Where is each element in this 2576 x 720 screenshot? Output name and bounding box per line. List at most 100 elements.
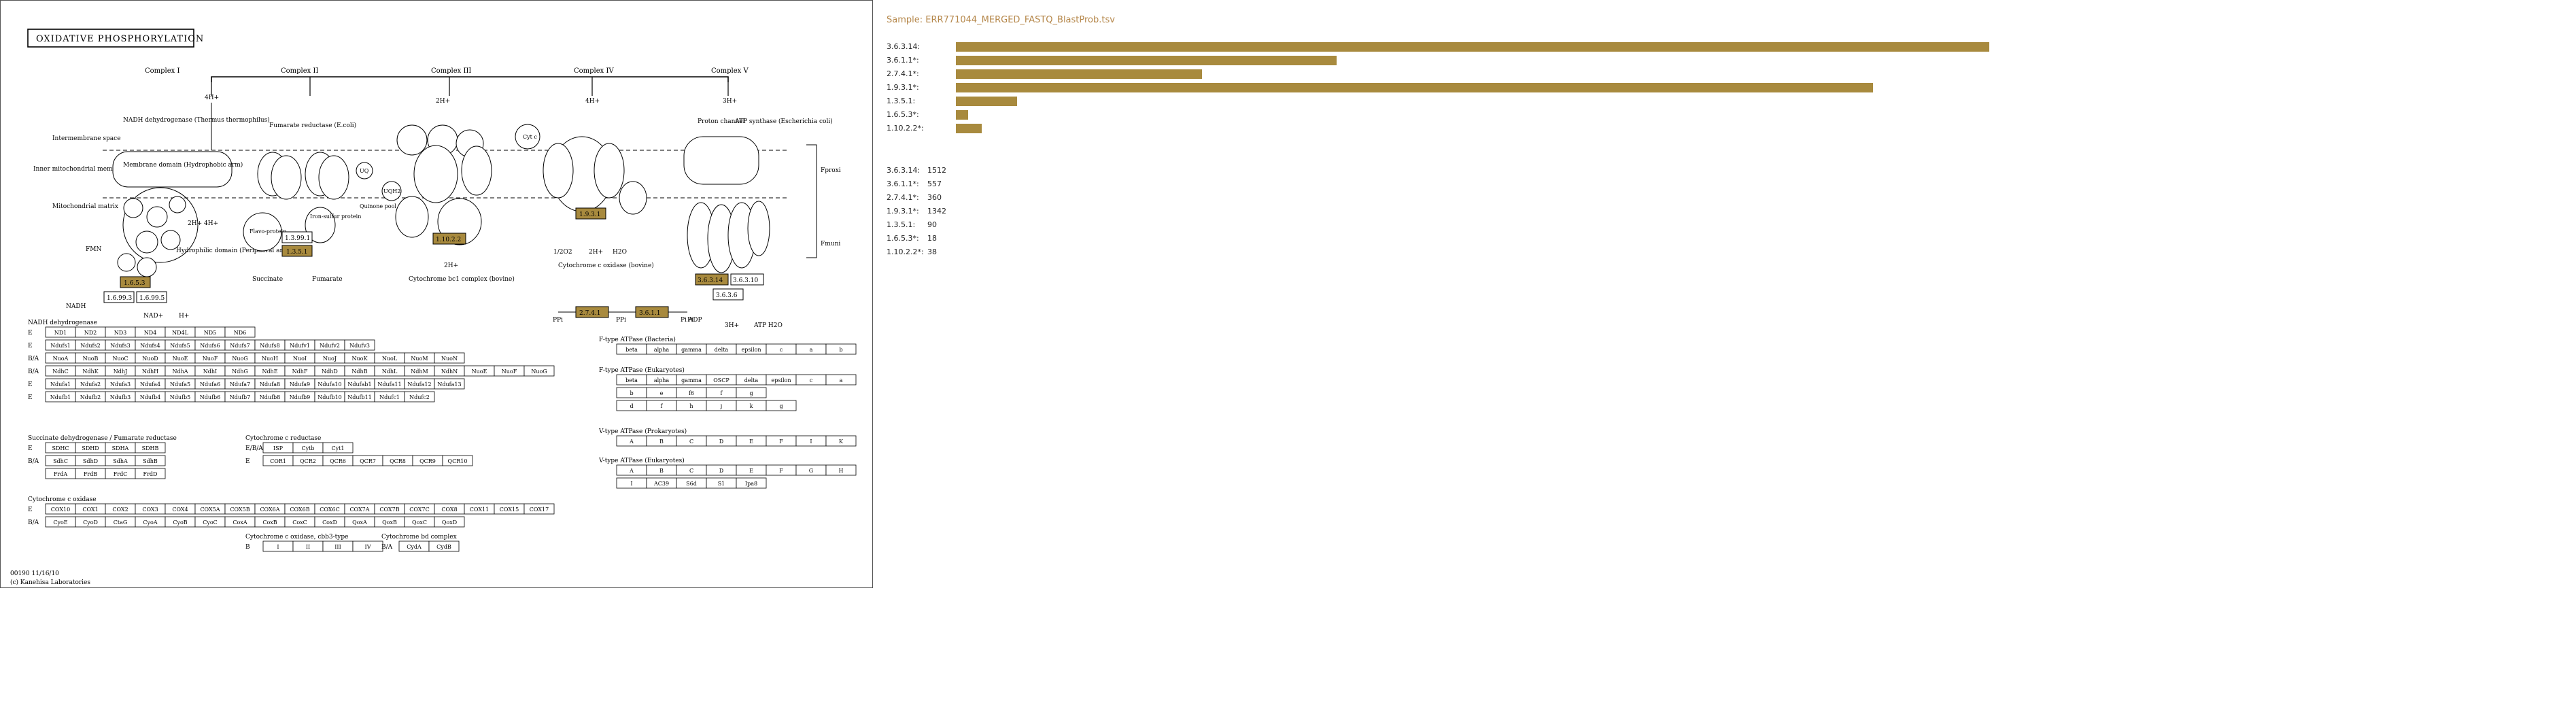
gene-cell-box[interactable] <box>135 442 166 453</box>
succinate-label: Succinate <box>252 276 283 283</box>
bar[interactable] <box>956 42 1989 52</box>
gene-cell: ISP <box>273 445 284 451</box>
bar[interactable] <box>956 56 1337 65</box>
gene-cell: ND6 <box>234 330 247 336</box>
nad-label: NAD+ <box>143 313 163 320</box>
gene-cell-box[interactable] <box>404 391 435 402</box>
gene-cell: IV <box>365 544 371 550</box>
ec-box-3-6-3-14[interactable] <box>695 273 729 286</box>
ec-box-1-6-5-3[interactable] <box>120 276 151 288</box>
gene-cell: Ndufs7 <box>230 343 250 349</box>
gene-cell: NuoN <box>441 356 458 362</box>
bar[interactable] <box>956 97 1017 106</box>
gene-cell-box[interactable] <box>434 378 465 390</box>
gene-cell: S1 <box>718 481 725 487</box>
ec-box-1-10-2-2[interactable] <box>432 233 466 245</box>
ec-label-1-3-5-1: 1.3.5.1 <box>286 249 308 256</box>
ec-box-1-3-5-1[interactable] <box>281 245 313 257</box>
count-row: 1.6.5.3*: 18 <box>887 234 937 243</box>
ec-label-3-6-3-14: 3.6.3.14 <box>698 277 723 284</box>
ec-box-1-6-99-5[interactable] <box>136 291 167 303</box>
gene-cell: COX6A <box>260 507 279 513</box>
ec-box-1-6-99-3[interactable] <box>103 291 135 303</box>
gene-cell-box[interactable] <box>135 455 166 466</box>
ec-label-3-6-3-10: 3.6.3.10 <box>733 277 758 284</box>
bar[interactable] <box>956 83 1873 92</box>
complex-iii-2h-plus: 2H+ <box>444 262 458 269</box>
gene-row-tag: B/A <box>28 368 39 375</box>
gene-cell: CyoA <box>143 519 157 526</box>
gene-cell-box[interactable] <box>344 339 375 351</box>
count-label: 1.9.3.1*: <box>887 207 919 216</box>
gene-row-tag: E <box>28 381 33 388</box>
gene-table-title: V-type ATPase (Prokaryotes) <box>598 428 687 435</box>
gene-cell-box[interactable] <box>825 374 857 385</box>
gene-cell: NuoJ <box>323 356 337 362</box>
gene-cell: Ndufa8 <box>260 381 280 388</box>
gene-cell-box[interactable] <box>523 503 555 515</box>
gene-cell: Ndufb8 <box>260 394 280 400</box>
gene-cell: Ndufa1 <box>50 381 71 388</box>
gene-cell: Ndufa3 <box>110 381 131 388</box>
gene-row-tag: E <box>28 330 33 337</box>
complex-label-i: Complex I <box>145 67 179 75</box>
map-footer-copyright: (c) Kanehisa Laboratories <box>10 579 90 586</box>
ec-box-1-9-3-1[interactable] <box>575 207 606 220</box>
gene-cell-box[interactable] <box>825 464 857 476</box>
gene-cell: Ndufb9 <box>290 394 310 400</box>
gene-cell-box[interactable] <box>428 541 460 552</box>
bar-label: 1.6.5.3*: <box>887 110 919 119</box>
gene-cell: alpha <box>654 377 670 383</box>
quinone-pool-label: Quinone pool <box>360 203 396 209</box>
gene-cell: QCR2 <box>300 458 316 464</box>
ec-box-3-6-3-10[interactable] <box>730 273 764 286</box>
gene-cell-box[interactable] <box>135 468 166 479</box>
bar[interactable] <box>956 69 1202 79</box>
gene-cell-box[interactable] <box>523 365 555 377</box>
gene-cell-box[interactable] <box>825 343 857 355</box>
gene-cell-box[interactable] <box>434 516 465 528</box>
gene-cell: COX5A <box>200 507 220 513</box>
ec-box-3-6-3-6[interactable] <box>712 288 744 301</box>
gene-cell: A <box>629 439 634 445</box>
gene-cell: gamma <box>681 377 702 383</box>
gene-cell-box[interactable] <box>434 352 465 364</box>
gene-cell: QCR10 <box>448 458 468 464</box>
gene-cell-box[interactable] <box>766 400 797 411</box>
count-value: 557 <box>927 179 942 188</box>
complex-iii-shape <box>395 124 492 245</box>
bar[interactable] <box>956 124 982 133</box>
gene-cell: a <box>840 377 843 383</box>
fumarate-reductase-label: Fumarate reductase (E.coli) <box>269 122 356 129</box>
gene-cell-box[interactable] <box>736 477 767 489</box>
gene-cell: NuoK <box>352 356 368 362</box>
gene-cell-box[interactable] <box>736 387 767 398</box>
gene-cell: g <box>779 403 783 409</box>
gene-cell: CtaG <box>114 519 128 526</box>
bar[interactable] <box>956 110 968 120</box>
gene-cell: NdhB <box>351 368 367 375</box>
gene-row-tag: E <box>28 343 33 349</box>
gene-cell-box[interactable] <box>322 442 354 453</box>
ec-box-1-3-99-1[interactable] <box>281 231 313 243</box>
gene-cell: f <box>661 403 664 409</box>
gene-cell: Ndufb5 <box>170 394 190 400</box>
count-label: 1.10.2.2*: <box>887 247 924 256</box>
gene-cell: SdhD <box>83 458 98 464</box>
gene-cell: NdhC <box>52 368 68 375</box>
gene-cell-box[interactable] <box>442 455 473 466</box>
proton-channel-label: Proton channel <box>698 118 745 125</box>
gene-cell: Ndufs2 <box>80 343 100 349</box>
gene-cell-box[interactable] <box>224 326 256 338</box>
bar-label: 1.3.5.1: <box>887 97 916 105</box>
gene-table-title: Succinate dehydrogenase / Fumarate reduc… <box>28 435 177 442</box>
cytochrome-bc1-label: Cytochrome bc1 complex (bovine) <box>409 275 515 283</box>
count-row: 3.6.3.14: 1512 <box>887 166 946 175</box>
gene-cell: SdhC <box>53 458 68 464</box>
gene-cell: B <box>659 439 664 445</box>
gene-cell-box[interactable] <box>352 541 383 552</box>
gene-cell: AC39 <box>653 481 669 487</box>
gene-row-tag: B <box>245 544 250 551</box>
pathway-map: OXIDATIVE PHOSPHORYLATION Complex I Comp… <box>10 29 857 586</box>
gene-cell-box[interactable] <box>825 435 857 447</box>
